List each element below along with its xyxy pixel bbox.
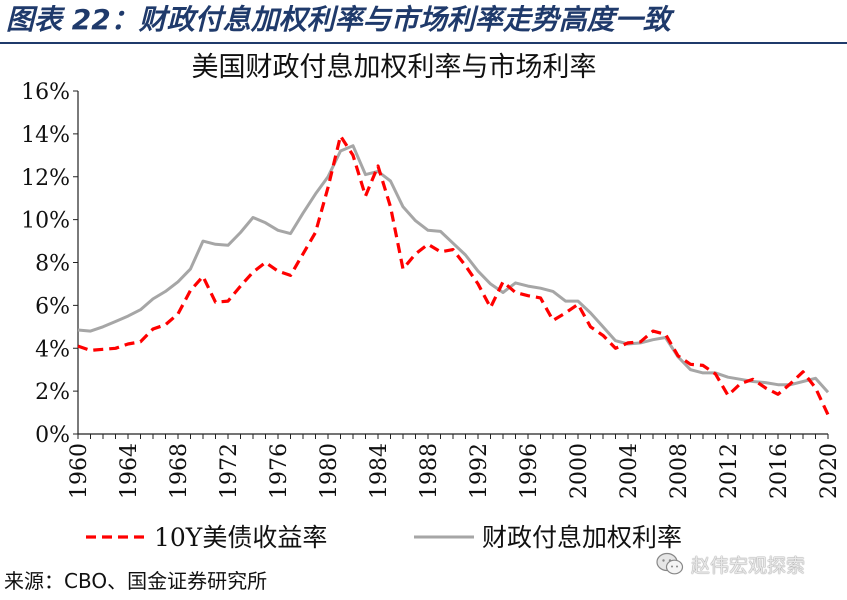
x-tick-label: 1960 <box>67 443 92 499</box>
x-tick-label: 2008 <box>667 443 692 499</box>
y-tick-label: 16% <box>21 80 70 105</box>
x-tick-label: 2020 <box>817 443 842 499</box>
y-tick-label: 8% <box>35 252 70 277</box>
x-tick-label: 1968 <box>167 443 192 499</box>
series-lines <box>77 134 830 416</box>
x-tick-label: 1980 <box>317 443 342 499</box>
x-tick-label: 1964 <box>117 443 142 499</box>
wechat-icon <box>656 552 684 575</box>
y-tick-label: 0% <box>35 423 70 448</box>
y-tick-label: 2% <box>35 380 70 405</box>
line-chart: 美国财政付息加权利率与市场利率 16%14%12%10%8%6%4%2%0%19… <box>21 52 842 552</box>
watermark-text: 赵伟宏观探索 <box>691 554 806 577</box>
x-tick-label: 2000 <box>567 443 592 499</box>
title-underline <box>0 42 847 44</box>
y-tick-label: 4% <box>35 337 70 362</box>
y-tick-label: 10% <box>21 209 70 234</box>
chart-title: 美国财政付息加权利率与市场利率 <box>192 52 597 83</box>
x-tick-label: 2016 <box>767 443 792 499</box>
source-note: 来源：CBO、国金证券研究所 <box>4 569 268 593</box>
legend: 10Y美债收益率 财政付息加权利率 <box>86 523 682 552</box>
x-tick-label: 1996 <box>517 443 542 499</box>
series-line <box>77 144 830 394</box>
x-tick-label: 1992 <box>467 443 492 499</box>
x-tick-label: 1988 <box>417 443 442 499</box>
x-tick-label: 2012 <box>717 443 742 499</box>
legend-label: 财政付息加权利率 <box>482 523 682 552</box>
x-tick-label: 1972 <box>217 443 242 499</box>
series-line <box>77 134 830 416</box>
legend-label: 10Y美债收益率 <box>154 523 327 552</box>
y-tick-label: 12% <box>21 166 70 191</box>
x-tick-label: 1976 <box>267 443 292 499</box>
y-tick-label: 14% <box>21 123 70 148</box>
figure-header: 图表 22：财政付息加权利率与市场利率走势高度一致 <box>0 0 847 44</box>
watermark: 赵伟宏观探索 <box>655 549 805 579</box>
y-tick-label: 6% <box>35 294 70 319</box>
axes: 16% 14% 12% 10% 8% 6% 4% 2% 0%1960 1964 1968 1972 19… <box>21 80 842 499</box>
x-tick-label: 2004 <box>617 443 642 499</box>
figure-title: 图表 22：财政付息加权利率与市场利率走势高度一致 <box>6 3 671 36</box>
x-tick-label: 1984 <box>367 443 392 499</box>
